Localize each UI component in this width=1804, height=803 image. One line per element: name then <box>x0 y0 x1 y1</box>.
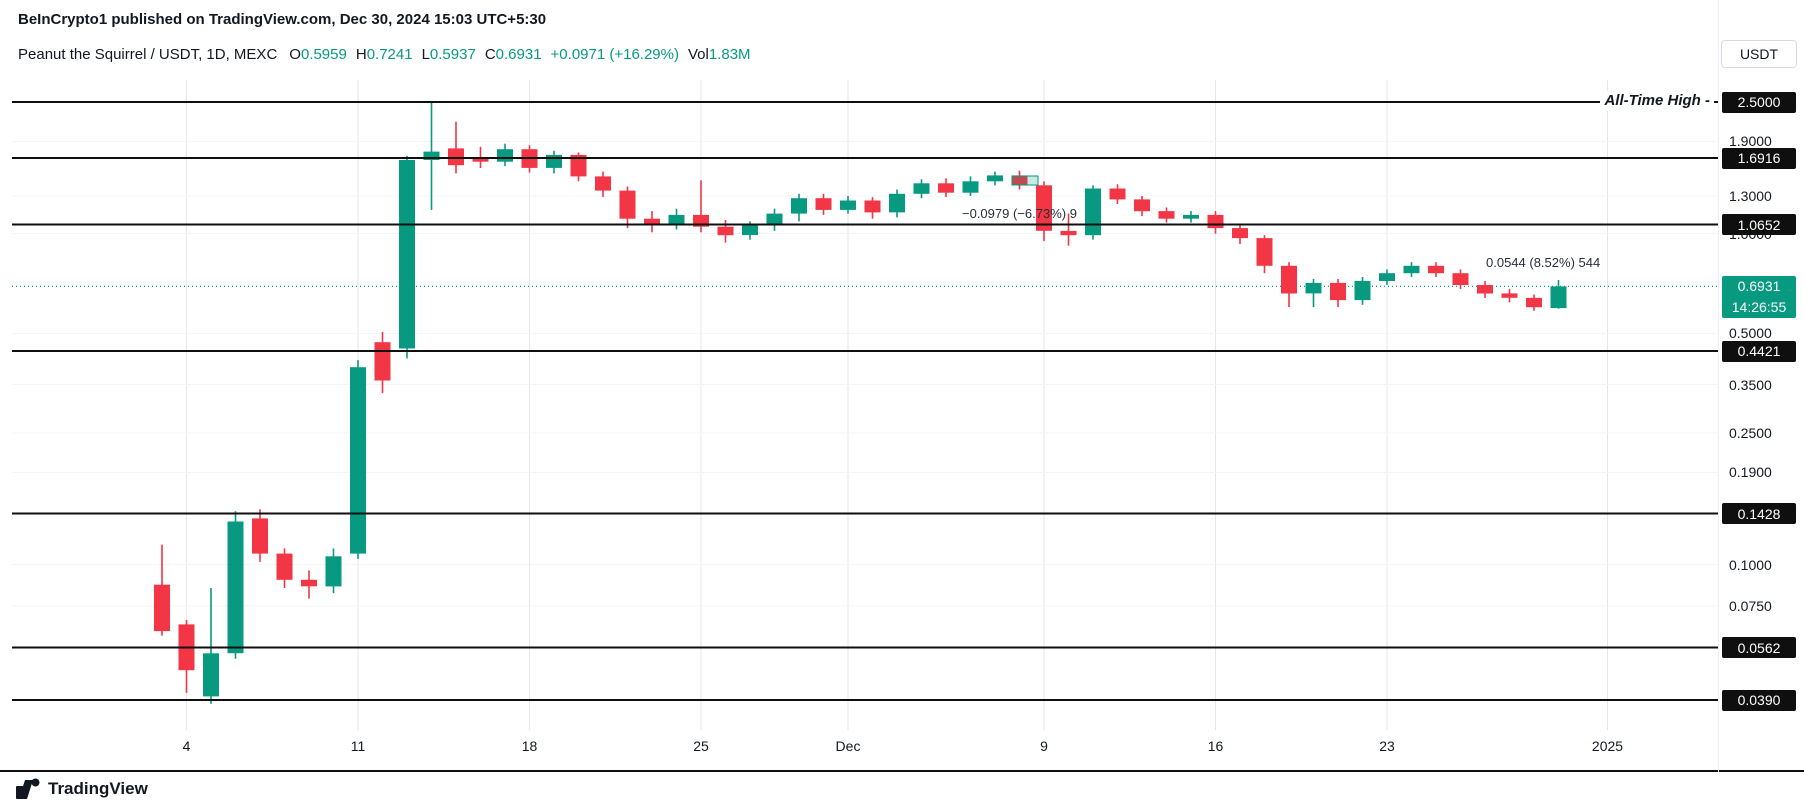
volume-label: Vol <box>687 46 709 63</box>
price-scale[interactable]: 1.90001.30001.00000.50000.35000.25000.19… <box>1718 0 1804 772</box>
price-level-badge: 1.0652 <box>1722 214 1796 236</box>
price-scale-label: 0.1000 <box>1729 556 1772 573</box>
measure-label-down: −0.0979 (−6.73%) 9 <box>962 206 1077 221</box>
high-label: H <box>355 46 367 63</box>
horizontal-level-lines <box>12 100 1718 702</box>
candles-layer <box>154 102 1567 704</box>
ohlc-high: H0.7241 <box>356 46 413 63</box>
price-level-badge: 0.0390 <box>1722 689 1796 711</box>
high-value: 0.7241 <box>366 46 413 63</box>
price-level-badge: 2.5000 <box>1722 91 1796 113</box>
x-axis-label: 2025 <box>1591 738 1624 754</box>
x-axis-label: 9 <box>1040 738 1048 754</box>
tradingview-brand[interactable]: TradingView <box>48 779 148 798</box>
x-axis-label: 18 <box>521 738 538 754</box>
countdown-timer: 14:26:55 <box>1731 298 1787 315</box>
price-scale-label: 1.3000 <box>1729 188 1772 204</box>
ohlc-close: C0.6931 <box>485 46 542 63</box>
current-price-value: 0.6931 <box>1737 277 1781 294</box>
ohlc-open: O0.5959 <box>289 46 347 63</box>
x-axis-label: Dec <box>835 738 861 754</box>
low-label: L <box>421 46 430 63</box>
volume: Vol1.83M <box>688 46 751 63</box>
measure-label-up: 0.0544 (8.52%) 544 <box>1486 255 1601 270</box>
low-value: 0.5937 <box>429 46 476 63</box>
price-scale-label: 0.3500 <box>1729 376 1772 393</box>
chart-bottom-border <box>0 770 1804 772</box>
current-price-badge: 0.6931 14:26:55 <box>1722 275 1796 318</box>
x-axis-label: 4 <box>182 738 191 754</box>
price-level-badge: 1.6916 <box>1722 147 1796 169</box>
currency-toggle-button[interactable]: USDT <box>1721 40 1797 68</box>
price-scale-label: 0.5000 <box>1729 325 1772 342</box>
close-value: 0.6931 <box>495 46 542 63</box>
volume-value: 1.83M <box>708 46 751 63</box>
change-value: +0.0971 (+16.29%) <box>550 46 679 63</box>
horizontal-gridlines <box>12 140 1718 607</box>
close-label: C <box>484 46 496 63</box>
time-axis[interactable]: 4 11 18 25 Dec 9 16 23 2025 <box>0 738 1718 760</box>
price-scale-label: 0.0750 <box>1729 598 1772 614</box>
footer: TradingView <box>16 778 148 800</box>
symbol-title[interactable]: Peanut the Squirrel / USDT, 1D, MEXC <box>18 46 278 63</box>
price-level-badge: 0.1428 <box>1722 503 1796 524</box>
price-scale-label: 1.9000 <box>1729 133 1772 150</box>
price-level-badge: 0.0562 <box>1722 637 1796 658</box>
x-axis-label: 11 <box>350 738 366 754</box>
price-scale-label: 0.1900 <box>1729 464 1772 481</box>
published-header: BeInCrypto1 published on TradingView.com… <box>18 11 547 28</box>
x-axis-label: 25 <box>693 738 709 754</box>
measure-start-box <box>1011 175 1039 186</box>
chart-legend: Peanut the Squirrel / USDT, 1D, MEXC O0.… <box>18 46 760 63</box>
price-scale-label: 0.2500 <box>1729 425 1772 441</box>
price-level-badge: 0.4421 <box>1722 340 1796 362</box>
ohlc-low: L0.5937 <box>422 46 476 63</box>
all-time-high-label: All-Time High - <box>1600 91 1714 111</box>
x-axis-label: 23 <box>1379 738 1395 754</box>
x-axis-label: 16 <box>1207 738 1224 754</box>
tradingview-logo-icon[interactable] <box>16 778 40 800</box>
open-value: 0.5959 <box>300 46 347 63</box>
open-label: O <box>289 46 301 63</box>
